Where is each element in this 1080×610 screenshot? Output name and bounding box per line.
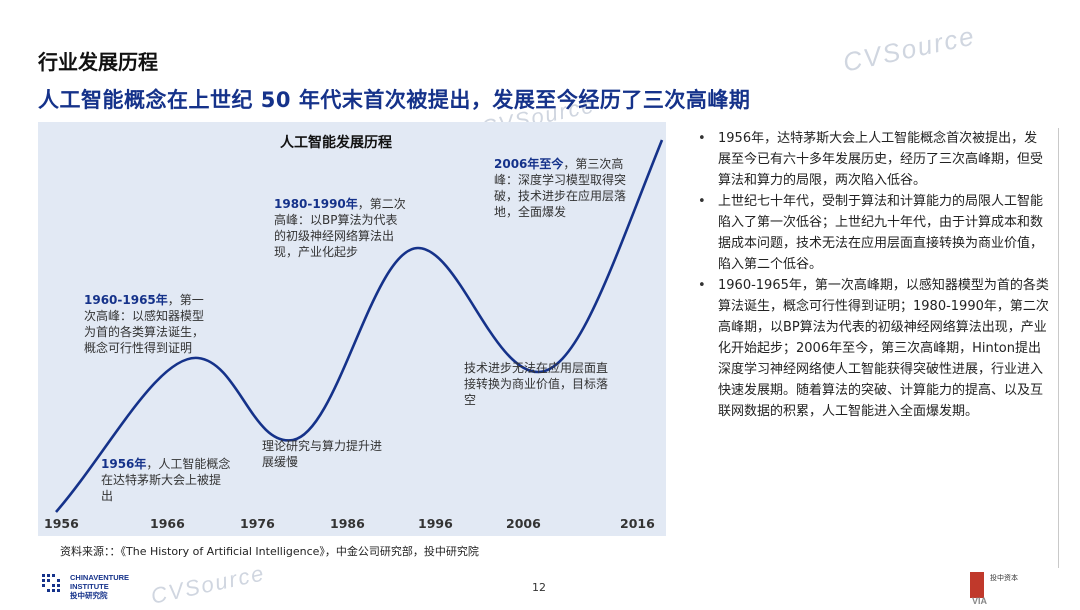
chinaventure-logo-text: CHINAVENTURE INSTITUTE 投中研究院 <box>70 573 130 600</box>
page-subtitle: 人工智能概念在上世纪 50 年代末首次被提出，发展至今经历了三次高峰期 <box>38 88 751 112</box>
watermark: CVSource <box>840 20 979 78</box>
x-tick: 1996 <box>418 516 453 531</box>
chart-title: 人工智能发展历程 <box>280 135 392 151</box>
x-tick: 1976 <box>240 516 275 531</box>
trend-curve-svg <box>55 139 664 513</box>
page-number: 12 <box>532 581 546 594</box>
annotation-1980: 1980-1990年，第二次高峰：以BP算法为代表的初级神经网络算法出现，产业化… <box>274 197 406 259</box>
x-tick: 2016 <box>620 516 655 531</box>
annotation-1960: 1960-1965年，第一次高峰：以感知器模型为首的各类算法诞生，概念可行性得到… <box>84 293 205 355</box>
bullet-item: 上世纪七十年代，受制于算法和计算能力的局限人工智能陷入了第一次低谷；上世纪九十年… <box>698 191 1050 275</box>
trend-curve <box>55 139 664 513</box>
via-logo-cn: 投中资本 <box>990 574 1018 582</box>
via-logo-mark <box>970 572 984 598</box>
x-tick: 1986 <box>330 516 365 531</box>
chinaventure-logo-icon <box>42 574 60 592</box>
divider <box>1058 128 1059 568</box>
bullet-item: 1956年，达特茅斯大会上人工智能概念首次被提出，发展至今已有六十多年发展历史，… <box>698 128 1050 191</box>
x-tick: 2006 <box>506 516 541 531</box>
x-tick: 1966 <box>150 516 185 531</box>
via-logo-text: VIA <box>972 596 988 606</box>
source-note: 资料来源：：《The History of Artificial Intelli… <box>60 545 479 558</box>
bullet-item: 1960-1965年，第一次高峰期，以感知器模型为首的各类算法诞生，概念可行性得… <box>698 275 1050 422</box>
page-title: 行业发展历程 <box>38 50 158 74</box>
annotation-1970: 理论研究与算力提升进展缓慢 <box>262 439 383 469</box>
annotation-2000: 技术进步无法在应用层面直接转换为商业价值，目标落空 <box>464 361 609 407</box>
watermark: CVSource <box>148 560 268 609</box>
x-tick: 1956 <box>44 516 79 531</box>
annotation-1956: 1956年，人工智能概念在达特茅斯大会上被提出 <box>101 457 231 503</box>
ai-history-chart: 人工智能发展历程 1956年，人工智能概念在达特茅斯大会上被提出 1960-19… <box>38 122 666 536</box>
bullet-list: 1956年，达特茅斯大会上人工智能概念首次被提出，发展至今已有六十多年发展历史，… <box>698 128 1050 422</box>
annotation-2006: 2006年至今，第三次高峰：深度学习模型取得突破，技术进步在应用层落地，全面爆发 <box>494 157 627 219</box>
